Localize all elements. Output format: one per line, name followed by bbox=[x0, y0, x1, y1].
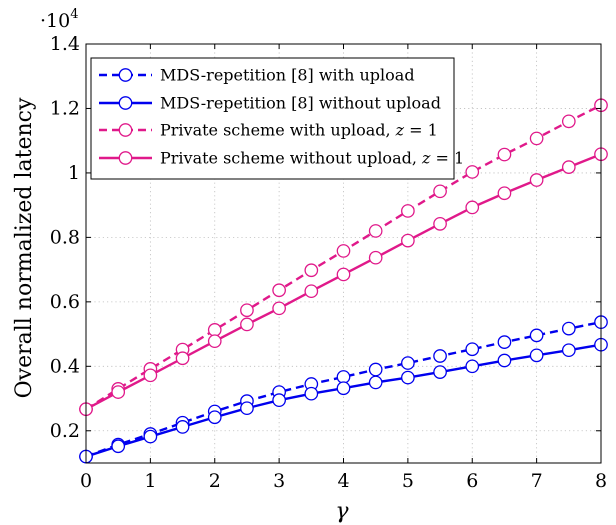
data-point bbox=[401, 356, 415, 370]
legend: MDS-repetition [8] with upload MDS-repeti… bbox=[90, 57, 464, 180]
legend-label: MDS-repetition [8] with upload bbox=[160, 66, 415, 85]
legend-swatch-marker bbox=[118, 151, 133, 165]
data-point bbox=[401, 204, 415, 218]
legend-item: MDS-repetition [8] with upload bbox=[99, 66, 415, 85]
y-tick-label: 1 bbox=[68, 162, 80, 184]
y-tick-label: 0.2 bbox=[50, 420, 80, 442]
data-point bbox=[207, 410, 222, 425]
data-point bbox=[304, 263, 319, 278]
y-tick-label: 1.2 bbox=[50, 97, 80, 119]
data-point bbox=[561, 321, 576, 336]
legend-label: Private scheme without upload, z = 1 bbox=[160, 149, 464, 168]
y-multiplier-exponent: 4 bbox=[70, 7, 78, 22]
data-point bbox=[433, 349, 447, 363]
legend-items: MDS-repetition [8] with upload MDS-repeti… bbox=[99, 66, 464, 168]
data-point bbox=[143, 368, 158, 383]
data-point bbox=[465, 342, 480, 357]
data-point bbox=[111, 439, 126, 454]
y-axis-title: Overall normalized latency bbox=[12, 97, 37, 398]
y-axis-multiplier: ·104 bbox=[40, 7, 79, 32]
data-point bbox=[561, 343, 576, 358]
data-point bbox=[401, 233, 415, 248]
legend-label: Private scheme with upload, z = 1 bbox=[160, 121, 438, 140]
data-point bbox=[143, 429, 158, 444]
data-point bbox=[336, 370, 351, 384]
data-point bbox=[529, 131, 544, 146]
data-point bbox=[368, 224, 383, 238]
x-tick-label: 4 bbox=[337, 470, 349, 492]
data-point bbox=[529, 173, 544, 187]
x-tick-label: 6 bbox=[466, 470, 478, 492]
data-point bbox=[272, 393, 286, 407]
data-point bbox=[240, 401, 254, 416]
y-tick-label: 1.4 bbox=[50, 33, 80, 55]
y-tick-label: 0.6 bbox=[50, 291, 80, 313]
x-tick-label: 8 bbox=[595, 470, 607, 492]
data-point bbox=[401, 370, 415, 385]
data-point bbox=[111, 385, 126, 399]
series-line bbox=[85, 320, 602, 458]
data-point bbox=[336, 267, 351, 282]
legend-label: MDS-repetition [8] without upload bbox=[160, 94, 441, 113]
data-point bbox=[175, 351, 190, 366]
data-point bbox=[465, 200, 480, 215]
data-point bbox=[207, 323, 222, 337]
data-point bbox=[368, 362, 383, 377]
data-point bbox=[240, 303, 254, 318]
x-tick-label: 7 bbox=[531, 470, 543, 492]
data-point bbox=[304, 284, 319, 299]
data-point bbox=[529, 348, 544, 363]
data-point bbox=[497, 186, 512, 201]
data-point bbox=[336, 244, 351, 258]
data-point bbox=[497, 353, 512, 368]
data-point bbox=[433, 365, 447, 379]
data-point bbox=[175, 420, 190, 434]
x-tick-label: 5 bbox=[402, 470, 414, 492]
series-layer bbox=[79, 98, 608, 464]
data-point bbox=[272, 283, 286, 298]
data-point bbox=[207, 334, 222, 349]
data-point bbox=[433, 184, 447, 199]
data-point bbox=[304, 386, 319, 401]
x-tick-label: 0 bbox=[80, 470, 92, 492]
data-point bbox=[368, 375, 383, 390]
legend-item: Private scheme without upload, z = 1 bbox=[99, 149, 464, 168]
legend-swatch-marker bbox=[118, 96, 133, 110]
legend-swatch-marker bbox=[118, 123, 133, 137]
legend-item: MDS-repetition [8] without upload bbox=[99, 94, 441, 113]
y-multiplier-base: ·10 bbox=[40, 10, 70, 32]
legend-swatch-marker bbox=[118, 68, 133, 82]
data-point bbox=[561, 160, 576, 174]
data-point bbox=[368, 250, 383, 265]
x-tick-label: 2 bbox=[209, 470, 221, 492]
y-tick-label: 0.4 bbox=[50, 355, 80, 377]
data-point bbox=[497, 335, 512, 349]
data-point bbox=[433, 216, 447, 231]
legend-item: Private scheme with upload, z = 1 bbox=[99, 121, 438, 140]
data-point bbox=[561, 114, 576, 129]
data-point bbox=[272, 301, 286, 316]
x-tick-label: 3 bbox=[273, 470, 285, 492]
data-point bbox=[336, 381, 351, 396]
x-tick-label: 1 bbox=[144, 470, 156, 492]
data-point bbox=[240, 317, 254, 332]
data-point bbox=[497, 147, 512, 162]
data-point bbox=[529, 328, 544, 343]
y-tick-label: 0.8 bbox=[50, 226, 80, 248]
data-point bbox=[465, 359, 480, 374]
x-axis-title: γ bbox=[335, 499, 349, 524]
axis-ticks: 0 1 2 3 4 5 6 7 8 0.2 0.4 0.6 0.8 1 1.2 1.4 bbox=[50, 33, 607, 492]
data-point bbox=[465, 165, 480, 179]
